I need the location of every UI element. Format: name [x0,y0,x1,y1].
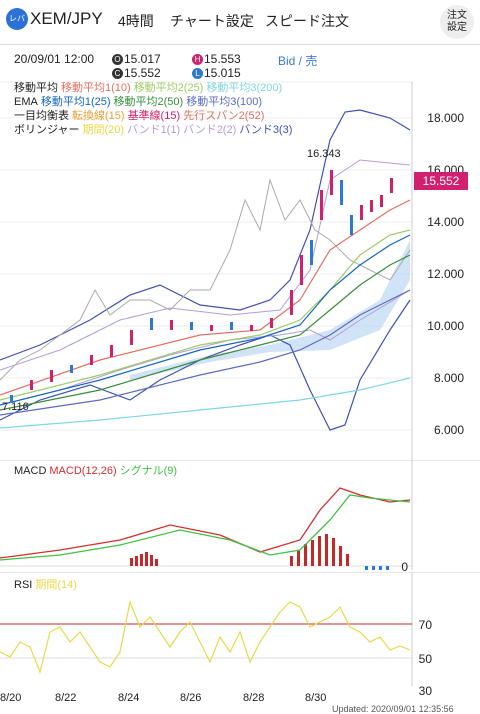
legend-ichimoku[interactable]: 一目均衡表 転換線(15) 基準線(15) 先行スパン2(52) [14,110,265,122]
price-axis-label: 18.000 [427,111,464,125]
signal-line [0,494,411,561]
legend-rsi[interactable]: RSI 期間(14) [14,579,77,591]
currency-pair-title[interactable]: XEM/JPY [30,9,103,28]
date-axis-label: 8/20 [0,692,22,704]
macd-chart[interactable] [0,460,480,570]
bollinger-upper3 [0,109,411,361]
macd-line [0,487,411,559]
header-bar: レバ XEM/JPY 4時間 チャート設定 スピード注文 注文 設定 [0,0,480,45]
high-annotation: 16.343 [307,148,341,160]
bollinger-lower2 [0,289,411,406]
sma1-line [0,199,411,396]
price-axis-label: 14.000 [427,215,464,229]
bid-ask-toggle[interactable]: Bid / 売 [278,54,318,68]
price-axis-label: 8.000 [433,371,464,385]
ichimoku-cloud [130,240,410,380]
updated-timestamp: Updated: 2020/09/01 12:35:56 [332,704,454,714]
rsi-chart[interactable] [0,572,480,686]
ohlc-datetime: 20/09/01 12:00 [14,52,95,66]
date-axis-label: 8/30 [305,692,327,704]
ema2-line [0,254,411,411]
ohlc-close: C 15.552 [112,66,161,80]
timeframe-button[interactable]: 4時間 [118,13,154,29]
speed-order-button[interactable]: スピード注文 [265,13,349,29]
sma2-line [0,229,411,401]
ema1-line [0,234,411,406]
candlesticks [10,170,393,403]
rsi-axis-label: 30 [418,684,432,698]
legend-sma[interactable]: 移動平均 移動平均1(10) 移動平均2(25) 移動平均3(200) [14,82,283,94]
ohlc-high: H 15.553 [192,52,241,66]
rsi-axis-label: 50 [418,652,432,666]
chikou-span-line [0,178,411,381]
date-axis-label: 8/28 [243,692,265,704]
date-axis-label: 8/22 [55,692,77,704]
rsi-axis-label: 70 [418,618,432,632]
price-axis-label: 12.000 [427,267,464,281]
legend-ema[interactable]: EMA 移動平均1(25) 移動平均2(50) 移動平均3(100) [14,96,263,108]
chart-settings-button[interactable]: チャート設定 [170,13,254,29]
sma3-line [0,377,411,429]
ohlc-open: O 15.017 [112,52,161,66]
date-axis-label: 8/24 [118,692,140,704]
macd-axis-zero: 0 [401,560,408,574]
bollinger-upper2 [0,159,411,371]
leverage-logo: レバ [6,8,28,30]
macd-histogram [130,534,389,570]
legend-macd[interactable]: MACD MACD(12,26) シグナル(9) [14,465,178,477]
ohlc-low: L 15.015 [192,66,241,80]
ema3-line [0,289,411,416]
current-price-tag: 15.552 [414,172,468,190]
date-axis-label: 8/26 [180,692,202,704]
price-axis-label: 6.000 [433,423,464,437]
low-annotation: 7.116 [2,401,29,413]
price-axis-label: 10.000 [427,319,464,333]
order-settings-button[interactable]: 注文 設定 [440,5,474,39]
rsi-line [0,599,411,674]
legend-bollinger[interactable]: ボリンジャー 期間(20) バンド1(1) バンド2(2) バンド3(3) [14,124,293,136]
